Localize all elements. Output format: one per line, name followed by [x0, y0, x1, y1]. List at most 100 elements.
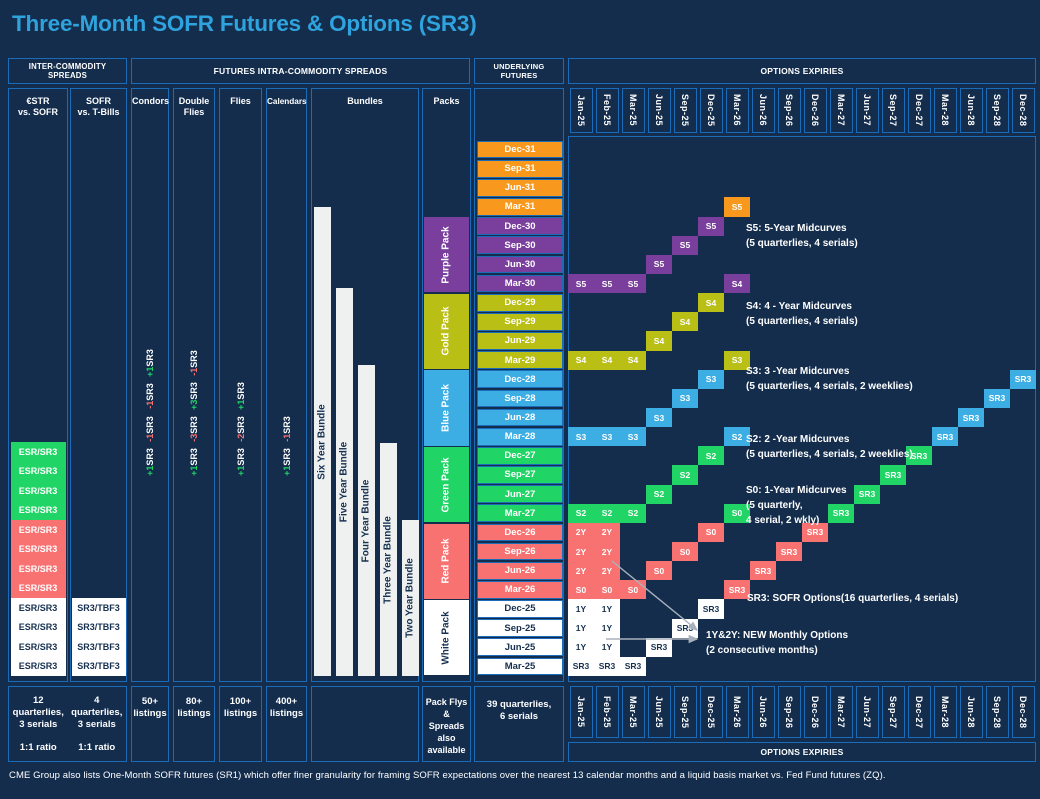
summary-double-flies-text: 80+ listings [177, 696, 211, 719]
option-cell-SR3-Dec-28: SR3 [1010, 369, 1036, 389]
option-cell-S2-Jun-25: S2 [646, 484, 672, 504]
column-label-sofr-vs-tbills: SOFR vs. T-Bills [77, 96, 120, 117]
expiry-column-header: Feb-25 [595, 88, 619, 133]
option-cell-S3-Jun-25: S3 [646, 408, 672, 428]
spread-pair-cell: ESR/SR3 [18, 563, 58, 574]
leg-sign: -1 [145, 400, 155, 409]
column-label-flies: Flies [230, 96, 251, 106]
column-label-estr-vs-sofr: €STR vs. SOFR [17, 96, 58, 117]
expiry-column-header: Jan-25 [569, 88, 593, 133]
annotation-line: (5 quarterlies, 4 serials, 2 weeklies) [746, 449, 913, 460]
spread-pair-cell: ESR/SR3 [18, 641, 58, 652]
summary-calendars: 400+ listings [266, 686, 307, 762]
leg-sign: +3 [189, 399, 199, 410]
column-bundles: Bundles [311, 88, 419, 682]
spread-leg-flies: +1SR3 [236, 382, 246, 410]
column-label-calendars: Calendars [267, 97, 307, 106]
summary-tbills-ratio: 1:1 ratio [78, 742, 116, 753]
header-intra-commodity-spreads: FUTURES INTRA-COMMODITY SPREADS [131, 58, 470, 84]
summary-packs: Pack Flys & Spreads also available [422, 686, 471, 762]
option-cell-S0-Feb-25: S0 [594, 580, 620, 600]
column-condors: Condors [131, 88, 169, 682]
expiry-column-footer: Dec-25 [699, 686, 723, 738]
underlying-future-Sep-30: Sep-30 [477, 236, 563, 255]
leg-sign: +1 [281, 465, 292, 476]
underlying-future-Dec-26: Dec-26 [477, 523, 563, 542]
option-cell-2Y-Jan-25: 2Y [568, 542, 594, 562]
underlying-future-Jun-25: Jun-25 [477, 638, 563, 657]
leg-instrument: SR3 [189, 381, 199, 400]
grid-annotation-6: 1Y&2Y: NEW Monthly Options (2 consecutive… [706, 628, 848, 658]
option-cell-S4-Feb-25: S4 [594, 350, 620, 370]
expiry-column-header: Sep-26 [777, 88, 801, 133]
underlying-future-Dec-30: Dec-30 [477, 217, 563, 235]
option-cell-SR3-Dec-25: SR3 [698, 599, 724, 619]
spread-pair-cell: ESR/SR3 [18, 602, 58, 613]
expiry-column-footer: Mar-26 [725, 686, 749, 738]
option-cell-1Y-Feb-25: 1Y [594, 599, 620, 619]
leg-sign: -2 [235, 433, 246, 442]
option-cell-S5-Mar-25: S5 [620, 274, 646, 294]
annotation-line: S3: 3 -Year Midcurves [746, 366, 850, 377]
inter-commodity-block: SR3/TBF3 SR3/TBF3 SR3/TBF3 SR3/TBF3 [71, 598, 126, 676]
leg-instrument: SR3 [145, 348, 155, 367]
bundle-bar-label: Four Year Bundle [360, 479, 372, 562]
option-cell-S2-Mar-25: S2 [620, 503, 646, 523]
spread-pair-cell: ESR/SR3 [18, 524, 58, 535]
annotation-line: (2 consecutive months) [706, 645, 818, 656]
underlying-future-Jun-30: Jun-30 [477, 255, 563, 274]
column-label-packs: Packs [433, 96, 460, 106]
leg-instrument: SR3 [189, 447, 199, 466]
pack-segment-label: Green Pack [440, 457, 452, 513]
option-cell-2Y-Feb-25: 2Y [594, 522, 620, 542]
bundle-bar-label: Six Year Bundle [316, 403, 328, 480]
summary-underlying-futures: 39 quarterlies, 6 serials [474, 686, 564, 762]
spread-pair-cell: ESR/SR3 [18, 466, 58, 477]
spread-pair-cell: ESR/SR3 [18, 622, 58, 633]
expiry-column-header: Jun-25 [647, 88, 671, 133]
option-cell-2Y-Feb-25: 2Y [594, 561, 620, 581]
option-cell-SR3-Feb-25: SR3 [594, 656, 620, 676]
summary-calendars-text: 400+ listings [269, 696, 304, 719]
option-cell-SR3-Mar-28: SR3 [932, 427, 958, 447]
annotation-line: S0: 1-Year Midcurves [746, 485, 847, 496]
expiry-column-footer: Jun-25 [647, 686, 671, 738]
column-packs: Packs [422, 88, 471, 682]
expiry-column-header: Sep-25 [673, 88, 697, 133]
bundle-bar-3 [357, 365, 375, 676]
spread-pair-cell: SR3/TBF3 [77, 602, 120, 613]
pack-segment-label: Blue Pack [440, 384, 452, 432]
underlying-future-Sep-29: Sep-29 [477, 313, 563, 331]
bundle-bar-4 [379, 443, 397, 676]
grid-annotation-4: S0: 1-Year Midcurves (5 quarterly, 4 seria… [746, 483, 847, 528]
expiry-column-footer: Feb-25 [595, 686, 619, 738]
column-label-double-flies: Double Flies [178, 96, 210, 117]
option-cell-S0-Dec-25: S0 [698, 522, 724, 542]
pack-segment-red-pack [424, 523, 469, 599]
header-options-expiries-top: OPTIONS EXPIRIES [568, 58, 1036, 84]
expiry-column-header: Dec-25 [699, 88, 723, 133]
option-cell-S2-Dec-25: S2 [698, 446, 724, 466]
annotation-line: 1Y&2Y: NEW Monthly Options [706, 630, 849, 641]
leg-instrument: SR3 [235, 381, 246, 400]
bundle-bar-label: Five Year Bundle [338, 441, 350, 523]
expiry-column-header: Jun-26 [751, 88, 775, 133]
option-cell-SR3-Mar-26: SR3 [724, 580, 750, 600]
option-cell-SR3-Mar-25: SR3 [620, 656, 646, 676]
summary-estr-listings: 12 quarterlies, 3 serials [12, 695, 64, 730]
underlying-future-Jun-27: Jun-27 [477, 485, 563, 503]
spread-pair-cell: ESR/SR3 [18, 505, 58, 516]
pack-segment-purple-pack [424, 217, 469, 293]
pack-segment-blue-pack [424, 370, 469, 446]
option-cell-SR3-Sep-28: SR3 [984, 388, 1010, 408]
expiry-column-header: Mar-28 [933, 88, 957, 133]
option-cell-1Y-Jan-25: 1Y [568, 599, 594, 619]
option-cell-S0-Jan-25: S0 [568, 580, 594, 600]
pack-segment-white-pack [424, 600, 469, 676]
option-cell-S4-Jun-25: S4 [646, 331, 672, 351]
spread-pair-cell: SR3/TBF3 [77, 622, 120, 633]
expiry-column-footer: Dec-28 [1011, 686, 1035, 738]
expiry-column-header: Jun-27 [855, 88, 879, 133]
expiry-column-footer: Dec-26 [803, 686, 827, 738]
